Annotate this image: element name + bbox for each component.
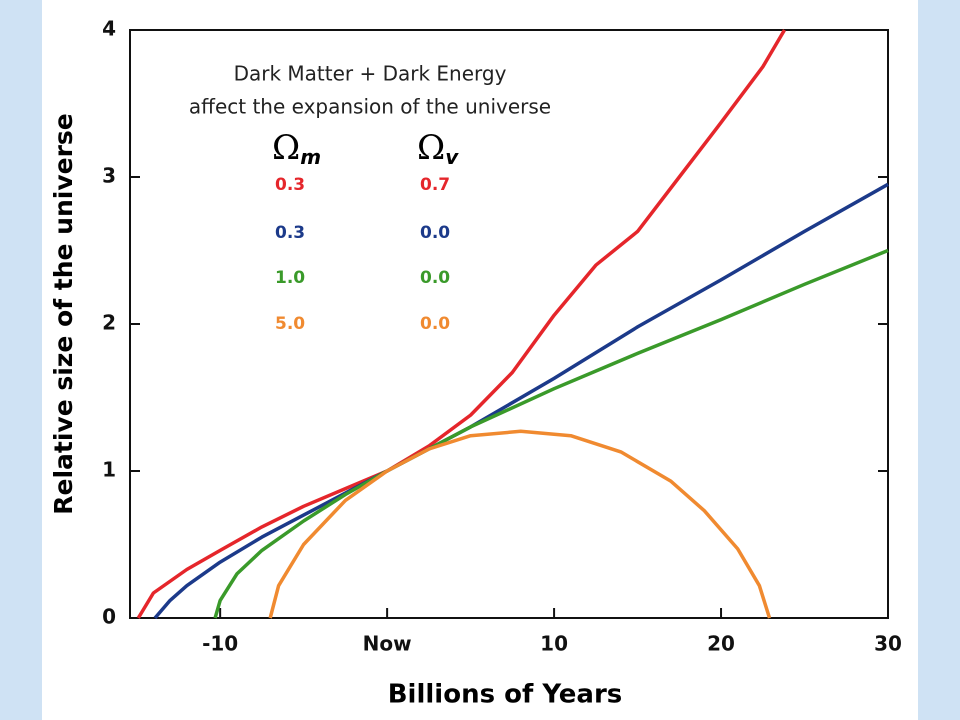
legend-value: 0.0 (420, 314, 450, 334)
y-tick-label: 3 (102, 164, 116, 188)
y-tick-label: 2 (102, 311, 116, 335)
legend-subscript: v (445, 145, 459, 169)
legend-symbol: Ω (272, 128, 300, 168)
series-line (268, 429, 772, 619)
legend-value: 5.0 (275, 314, 305, 334)
annotation: Dark Matter + Dark Energy (234, 62, 507, 86)
legend-symbol: Ω (417, 128, 445, 168)
panel (42, 0, 918, 720)
legend-value: 0.7 (420, 175, 450, 195)
legend-value: 0.0 (420, 223, 450, 243)
legend-subscript: m (300, 145, 321, 169)
y-tick-label: 4 (102, 17, 116, 41)
y-tick-label: 0 (102, 605, 116, 629)
x-tick-label: 20 (707, 632, 735, 656)
x-axis-label: Billions of Years (388, 680, 623, 710)
legend-value: 0.3 (275, 175, 305, 195)
legend-value: 1.0 (275, 268, 305, 288)
x-tick-label: 30 (874, 632, 902, 656)
legend-header: Ωm (272, 128, 321, 169)
x-tick-label: -10 (202, 632, 238, 656)
y-axis-label: Relative size of the universe (49, 113, 78, 515)
y-tick-label: 1 (102, 458, 116, 482)
series-line (136, 29, 787, 619)
legend-value: 0.3 (275, 223, 305, 243)
annotation: affect the expansion of the universe (189, 95, 551, 119)
x-tick-label: Now (363, 632, 412, 656)
legend-header: Ωv (417, 128, 459, 169)
x-tick-label: 10 (540, 632, 568, 656)
legend-value: 0.0 (420, 268, 450, 288)
